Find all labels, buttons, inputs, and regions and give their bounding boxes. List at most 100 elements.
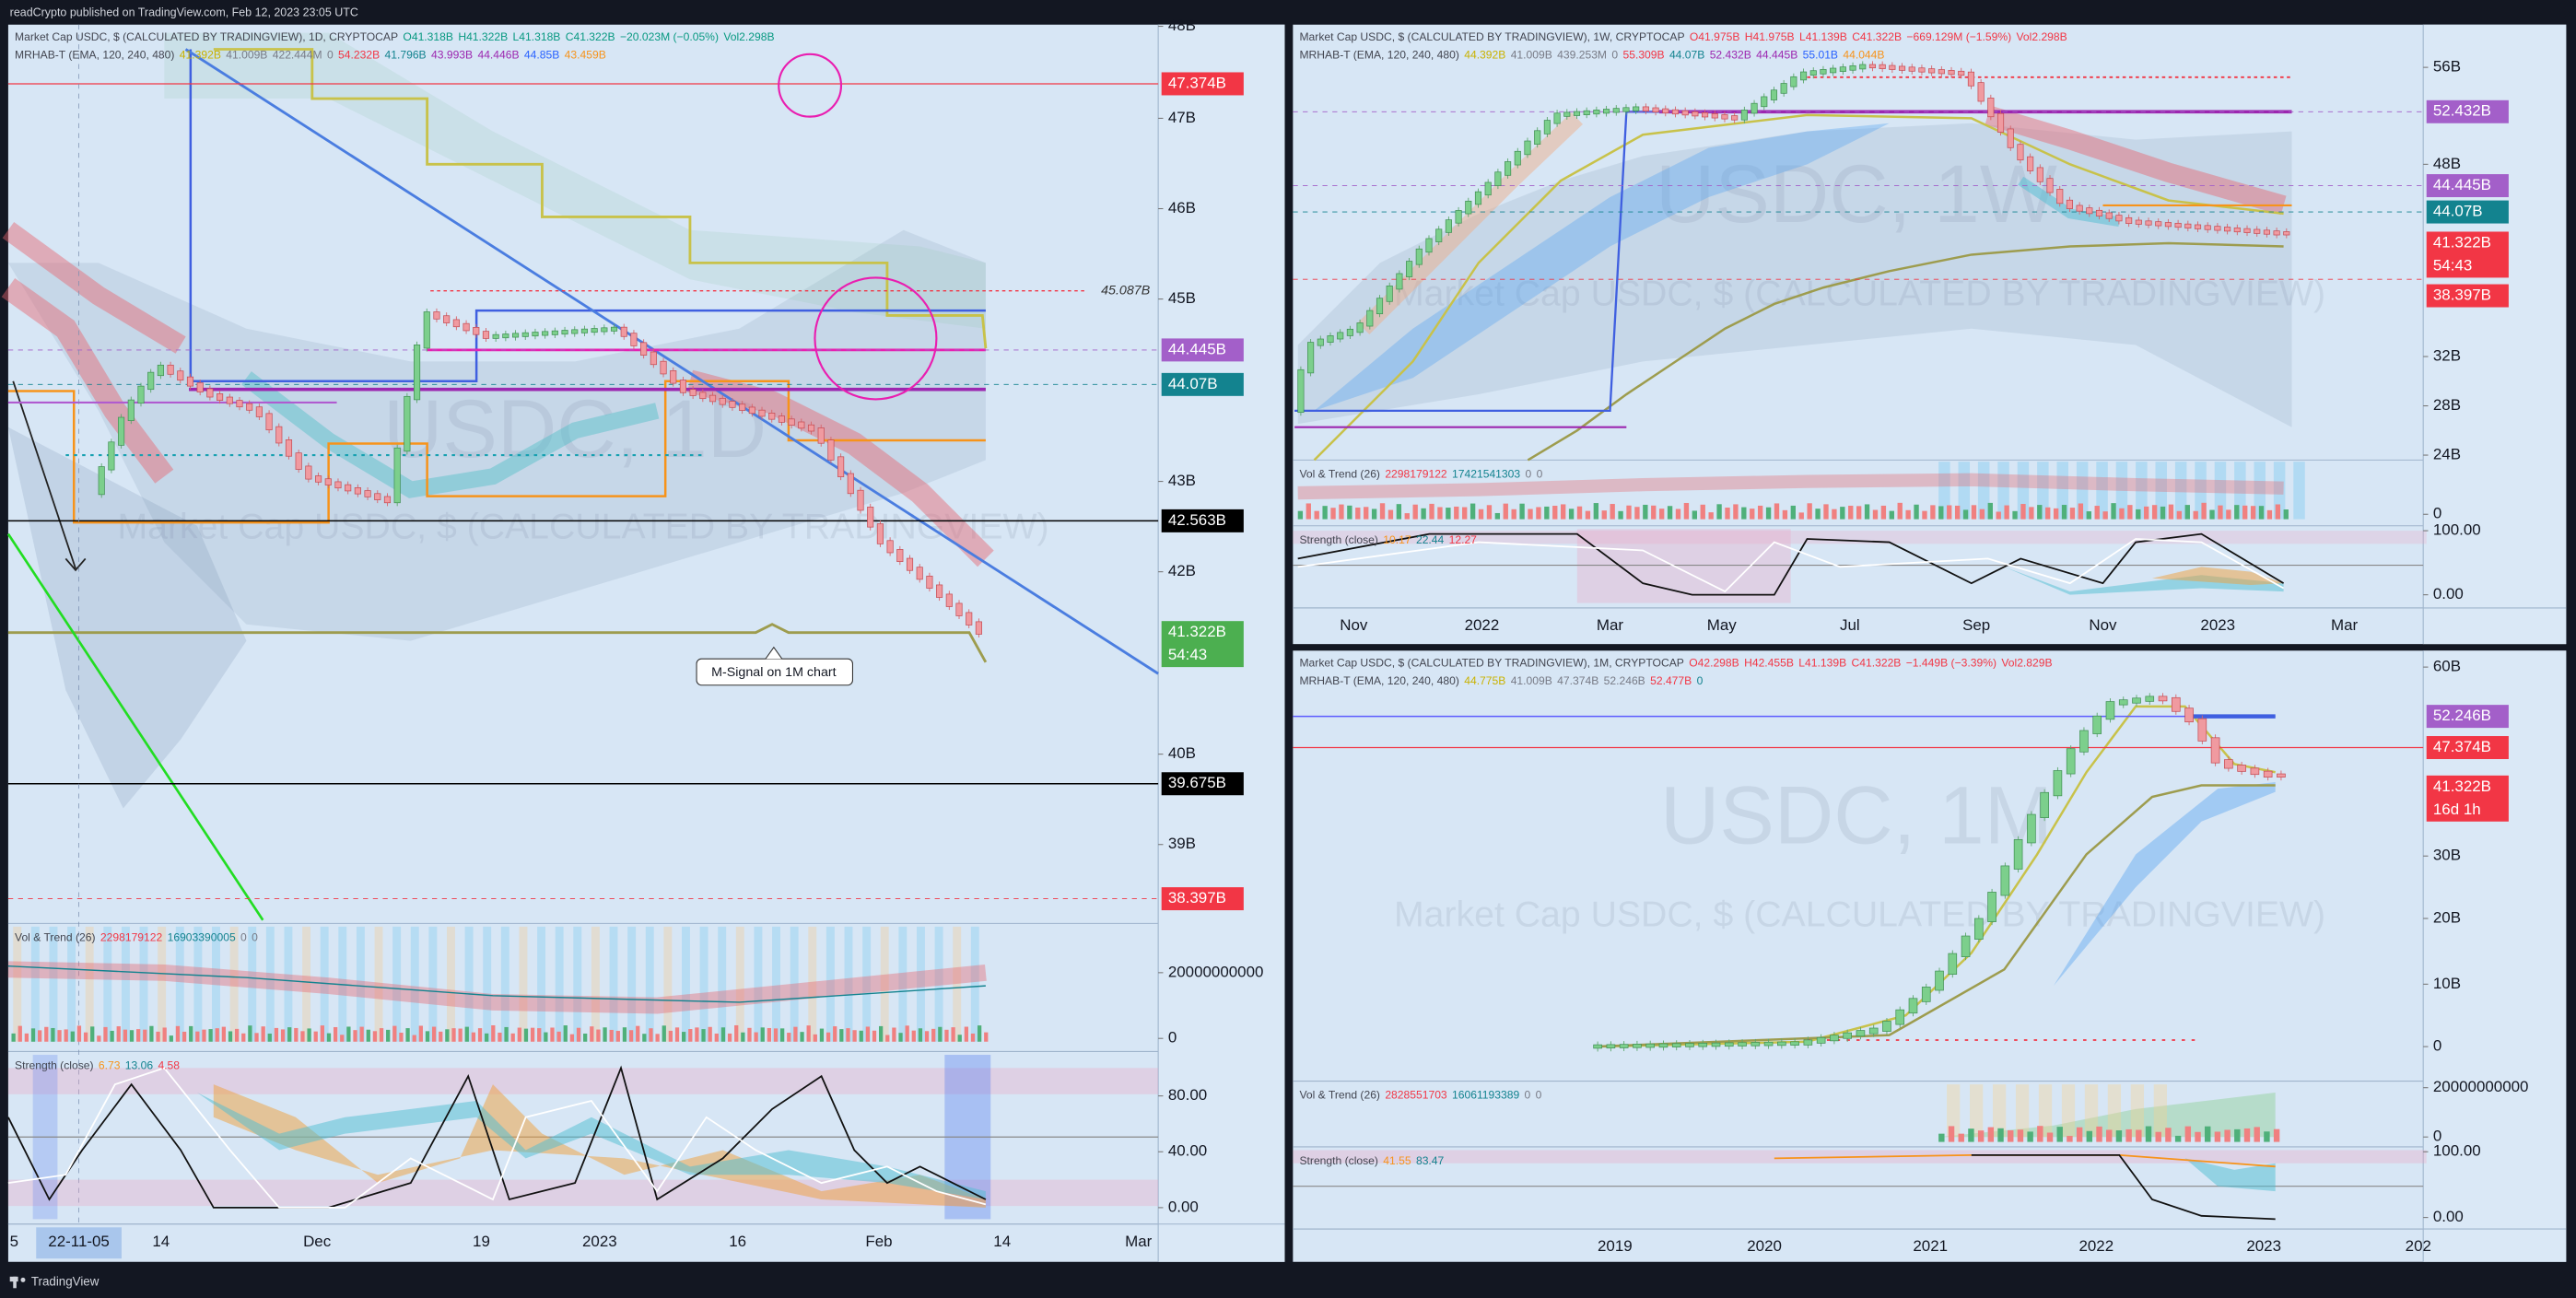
- volume-bar: [1347, 505, 1352, 520]
- candle: [1685, 1043, 1694, 1047]
- volume-bar: [1634, 507, 1640, 520]
- price-tick-label: 40B: [1168, 744, 1196, 762]
- volume-bar: [701, 1029, 706, 1042]
- volume-bar: [399, 1033, 404, 1042]
- candle: [1868, 64, 1877, 69]
- volume-bar: [2056, 1127, 2063, 1142]
- time-tick-label: Nov: [2089, 616, 2117, 634]
- volume-bar: [530, 1027, 535, 1042]
- volume-bar: [1528, 509, 1533, 520]
- volume-bar: [1716, 504, 1722, 520]
- volume-bar: [2017, 1129, 2024, 1142]
- volume-bar: [228, 1031, 233, 1042]
- price-tick-label: 40.00: [1168, 1142, 1207, 1160]
- volume-bar: [221, 1026, 227, 1042]
- volume-bar: [418, 1025, 423, 1042]
- value: −1.449B (−3.39%): [1906, 657, 1996, 670]
- candle: [334, 481, 342, 489]
- volume-bar: [1897, 502, 1903, 520]
- volume-bar: [1446, 508, 1451, 520]
- volume-bar: [833, 1026, 837, 1042]
- volume-bar: [2037, 505, 2043, 520]
- volume-bar: [1576, 506, 1583, 520]
- step-line: [189, 49, 986, 383]
- volume-bar: [1997, 1128, 2004, 1142]
- volume-bar: [2127, 505, 2133, 520]
- trend-stripe: [1958, 462, 1971, 520]
- volume-bar: [2174, 1135, 2182, 1142]
- candle: [2237, 765, 2246, 772]
- label: Strength (close): [1299, 533, 1377, 546]
- trend-stripe: [699, 926, 708, 1042]
- volume-bar: [1977, 1130, 1985, 1142]
- candle: [670, 370, 677, 384]
- trend-stripe: [2130, 1084, 2145, 1138]
- volume-bar: [1948, 1126, 1955, 1142]
- trend-stripe: [519, 926, 528, 1042]
- annotation: M-Signal on 1M chart: [711, 665, 836, 680]
- volume-bar: [1971, 505, 1977, 520]
- volume-bar: [2029, 507, 2034, 520]
- trend-stripe: [2115, 462, 2128, 520]
- volume-bar: [695, 1027, 699, 1042]
- candle: [285, 439, 293, 457]
- candle: [758, 409, 766, 417]
- candle: [1524, 140, 1531, 156]
- trend-stripe: [67, 926, 76, 1042]
- price-label-bg: [1161, 72, 1244, 96]
- candle: [1830, 1035, 1839, 1042]
- volume-bar: [1683, 502, 1690, 520]
- trend-stripe: [790, 926, 799, 1042]
- candle: [1790, 1041, 1799, 1046]
- value: 4.58: [158, 1059, 180, 1072]
- volume-bar: [938, 1026, 943, 1042]
- label: MRHAB-T (EMA, 120, 240, 480): [1299, 674, 1458, 687]
- trend-stripe: [302, 926, 311, 1042]
- value: 22.44: [1416, 533, 1445, 546]
- volume-bar: [523, 1028, 529, 1042]
- volume-bar: [1585, 510, 1591, 520]
- volume-bar: [2201, 502, 2207, 520]
- volume-bar: [2234, 505, 2240, 520]
- trend-stripe: [248, 926, 257, 1042]
- trend-stripe: [735, 926, 744, 1042]
- trend-stripe: [844, 926, 853, 1042]
- volume-bar: [2226, 509, 2231, 520]
- volume-bar: [1790, 505, 1796, 520]
- candle: [1553, 112, 1561, 124]
- candle: [1327, 335, 1334, 343]
- volume-bar: [825, 1032, 831, 1042]
- text-line: Strength (close) 10.17 22.44 12.27: [1299, 533, 1477, 546]
- volume-bar: [1536, 507, 1541, 520]
- volume-bar: [1667, 506, 1673, 520]
- candle: [1849, 64, 1856, 71]
- candle: [1445, 219, 1452, 233]
- volume-bar: [2045, 507, 2051, 520]
- volume-bar: [1840, 507, 1845, 520]
- value: 44.044B: [1843, 49, 1884, 62]
- candle: [2210, 737, 2220, 764]
- ema-line: [1313, 113, 2284, 462]
- volume-ribbon: [1297, 473, 2284, 500]
- watermark-symbol: USDC, 1M: [1660, 768, 2053, 860]
- price-tick-label: 56B: [2433, 58, 2461, 76]
- volume-bar: [248, 1025, 252, 1042]
- volume-bar: [1774, 503, 1780, 520]
- volume-bar: [846, 1028, 850, 1042]
- volume-bar: [2069, 508, 2076, 520]
- volume-bar: [1889, 510, 1894, 520]
- cloud: [1314, 123, 1890, 411]
- trend-stripe: [682, 926, 690, 1042]
- price-tick-label: 32B: [2433, 346, 2461, 364]
- volume-bar: [544, 1032, 548, 1042]
- volume-bar: [1462, 507, 1468, 520]
- candle: [1711, 1042, 1721, 1047]
- candle: [2263, 229, 2270, 235]
- strength-line: [1297, 538, 2285, 593]
- volume-bar: [234, 1028, 240, 1042]
- volume-bar: [852, 1030, 857, 1042]
- candle: [2013, 839, 2023, 870]
- trend-stripe: [970, 926, 979, 1042]
- value: 16061193389: [1452, 1089, 1519, 1102]
- volume-bar: [1379, 503, 1386, 520]
